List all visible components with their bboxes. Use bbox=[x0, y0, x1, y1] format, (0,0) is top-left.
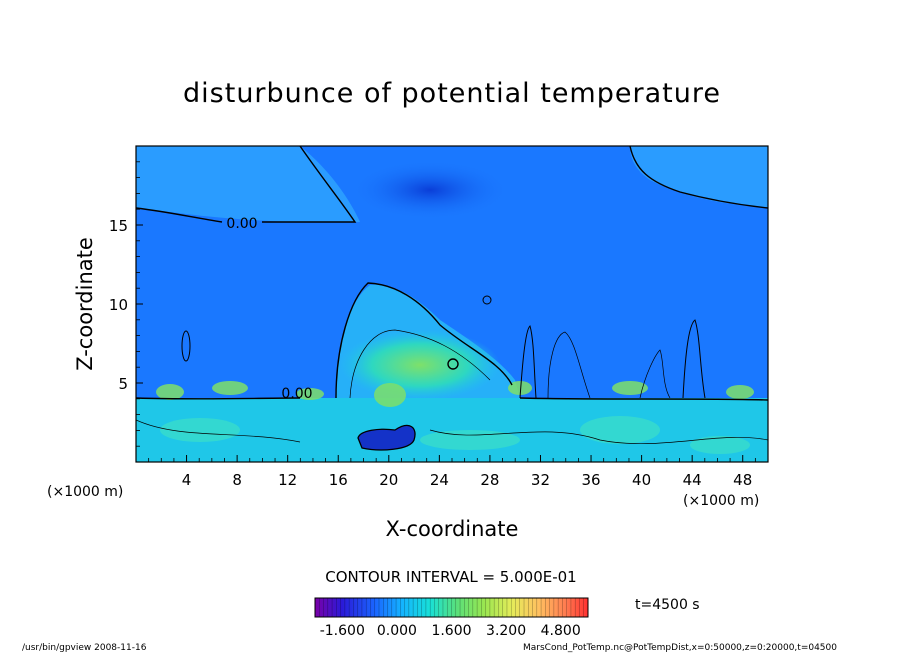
colorbar-tick-label: 3.200 bbox=[486, 623, 526, 639]
x-tick-label: 12 bbox=[278, 471, 297, 489]
y-tick-label: 10 bbox=[109, 296, 128, 314]
x-tick-label: 28 bbox=[480, 471, 499, 489]
colorbar-tick-labels: -1.600 0.000 1.600 3.200 4.800 bbox=[320, 623, 581, 639]
colorbar-tick-label: 4.800 bbox=[541, 623, 581, 639]
time-label: t=4500 s bbox=[635, 597, 700, 613]
field-plume-warm bbox=[340, 330, 500, 400]
contour-label-top: 0.00 bbox=[226, 216, 257, 232]
footer-right: MarsCond_PotTemp.nc@PotTempDist,x=0:5000… bbox=[523, 643, 837, 653]
x-tick-label: 4 bbox=[182, 471, 192, 489]
field-lower-variation bbox=[160, 416, 750, 454]
footer-left: /usr/bin/gpview 2008-11-16 bbox=[22, 643, 147, 653]
x-tick-label: 36 bbox=[581, 471, 600, 489]
y-axis-label: Z-coordinate bbox=[73, 237, 97, 371]
x-tick-label: 44 bbox=[683, 471, 702, 489]
contour-interval: CONTOUR INTERVAL = 5.000E-01 bbox=[325, 568, 576, 586]
colorbar-segments bbox=[319, 598, 584, 617]
x-tick-label: 16 bbox=[329, 471, 348, 489]
x-axis-label: X-coordinate bbox=[386, 517, 519, 541]
colorbar-tick-label: 0.000 bbox=[377, 623, 417, 639]
x-unit-right: (×1000 m) bbox=[683, 493, 759, 509]
x-tick-label: 24 bbox=[430, 471, 449, 489]
x-unit-left: (×1000 m) bbox=[47, 484, 123, 500]
y-tick-label: 5 bbox=[118, 375, 128, 393]
y-tick-label: 15 bbox=[109, 217, 128, 235]
field-cold-core bbox=[357, 424, 416, 451]
colorbar-tick-label: -1.600 bbox=[320, 623, 365, 639]
x-tick-label: 48 bbox=[733, 471, 752, 489]
x-tick-label: 8 bbox=[232, 471, 242, 489]
x-tick-label: 20 bbox=[379, 471, 398, 489]
y-axis: 5 10 15 bbox=[109, 161, 143, 447]
chart-title: disturbunce of potential temperature bbox=[183, 78, 721, 109]
field-warm-patches bbox=[156, 381, 754, 407]
field-lower-layer bbox=[136, 398, 768, 462]
contour-label-mid: 0.00 bbox=[281, 386, 312, 402]
x-tick-label: 32 bbox=[531, 471, 550, 489]
field-upper-left-light bbox=[136, 146, 360, 223]
heatmap-field: 0.00 0.00 bbox=[136, 146, 768, 462]
field-upper-dark bbox=[350, 160, 510, 220]
colorbar-tick-label: 1.600 bbox=[431, 623, 471, 639]
x-tick-label: 40 bbox=[632, 471, 651, 489]
contour-lines bbox=[136, 146, 768, 445]
field-upper-right-light bbox=[630, 146, 768, 208]
x-axis: 4 8 12 16 20 24 28 32 36 40 44 48 bbox=[148, 455, 756, 489]
